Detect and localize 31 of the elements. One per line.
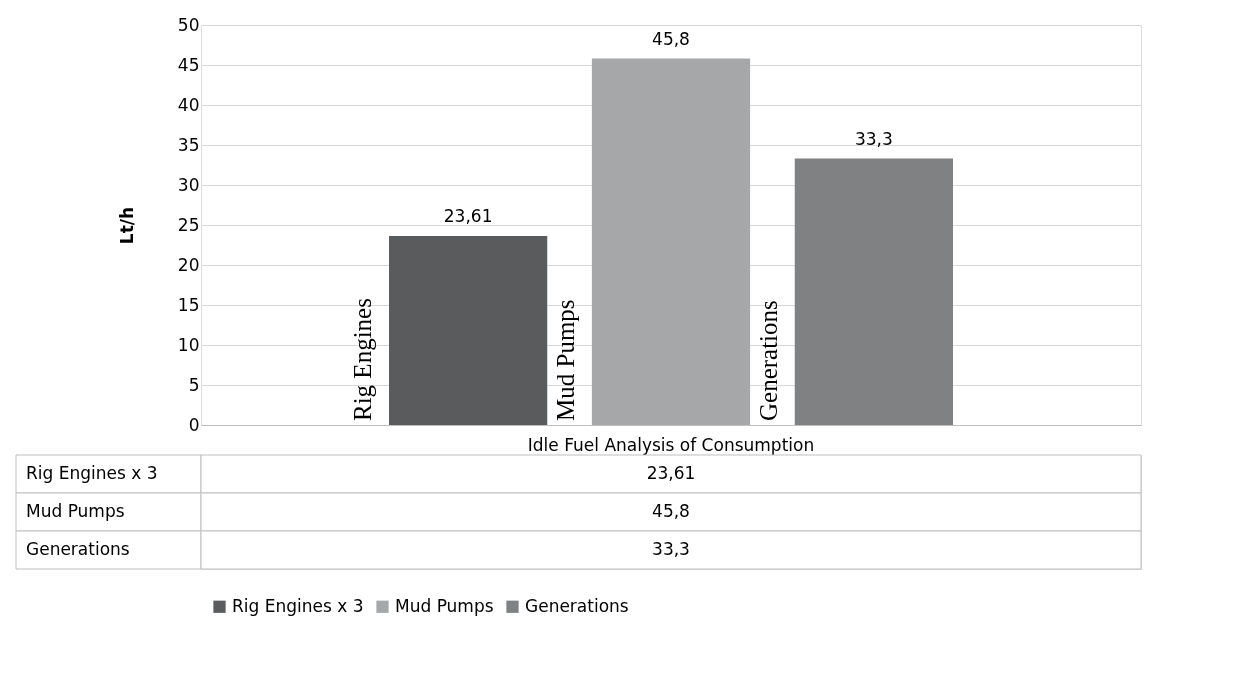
y-tick-label: 15 [177,294,200,315]
text: 33,3 [652,539,690,559]
text: 23,61 [646,463,696,483]
text: Rig Engines x 3 [26,463,158,483]
text: Generations [26,539,130,559]
x-tick-label: Idle Fuel Analysis of Consumption [527,434,815,455]
legend-label: Mud Pumps [395,595,494,616]
text: 45,8 [652,501,690,521]
y-tick-label: 45 [177,54,200,75]
y-tick-label: 40 [177,94,200,115]
bar [389,236,548,425]
legend-label: Generations [525,595,629,616]
y-axis-title: Lt/h [116,206,137,245]
legend-label: Rig Engines x 3 [232,595,364,616]
bar [591,58,751,425]
bar [794,158,953,425]
y-tick-label: 35 [177,134,200,155]
y-tick-label: 30 [177,174,200,195]
data-label: 23,61 [443,206,493,227]
data-label: 45,8 [652,28,690,49]
y-tick-label: 20 [177,254,200,275]
y-tick-label: 5 [188,374,200,395]
y-tick-label: 50 [177,14,200,35]
y-tick-label: 0 [188,414,200,435]
text: Mud Pumps [26,501,125,521]
annotation: Generations [754,300,782,421]
data-label: 33,3 [854,128,893,149]
annotation: Mud Pumps [552,299,579,421]
y-tick-label: 25 [177,214,200,235]
y-tick-label: 10 [177,334,200,355]
annotation: Rig Engines [349,298,377,421]
